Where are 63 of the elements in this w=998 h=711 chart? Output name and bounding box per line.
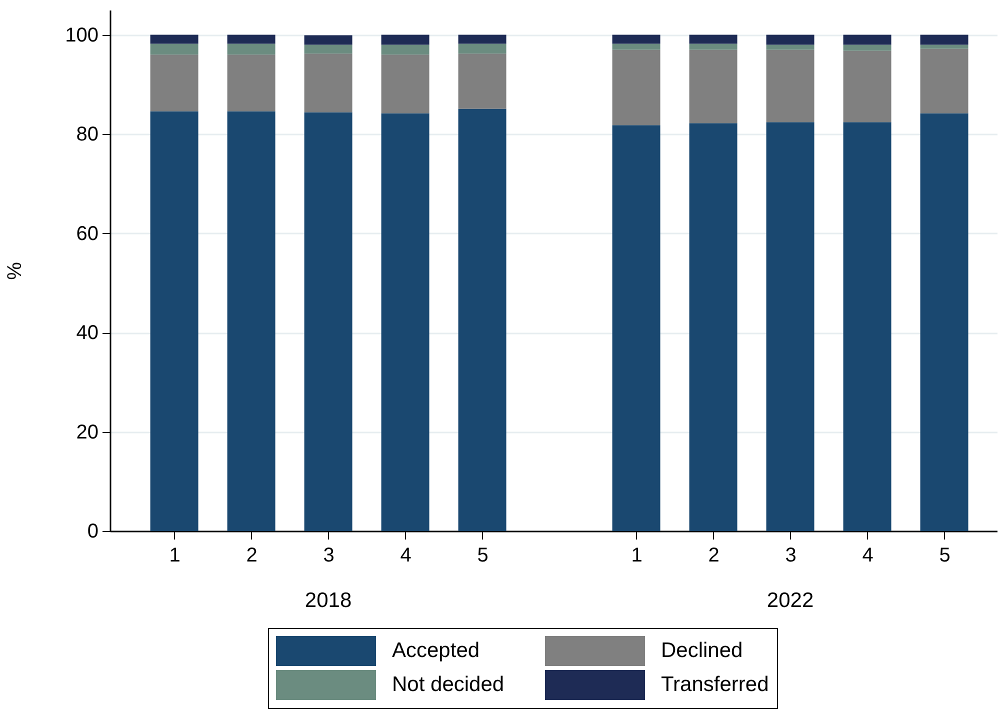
bar xyxy=(689,34,738,44)
bar xyxy=(304,35,352,45)
bar xyxy=(612,125,660,531)
bar xyxy=(458,108,506,531)
bar xyxy=(150,44,198,55)
x-tick-label: 3 xyxy=(323,544,334,566)
x-tick-label: 1 xyxy=(631,544,642,566)
x-tick-label: 2 xyxy=(246,544,258,566)
x-tick-label: 5 xyxy=(939,544,950,566)
bar xyxy=(843,122,892,531)
bar xyxy=(843,50,892,122)
bar xyxy=(766,44,814,50)
bar xyxy=(766,50,814,122)
bar xyxy=(689,123,738,531)
x-tick-label: 5 xyxy=(477,544,488,566)
x-tick-label: 1 xyxy=(169,544,180,566)
bar xyxy=(843,34,892,45)
bar xyxy=(381,54,430,114)
bar xyxy=(612,34,660,44)
legend-label: Transferred xyxy=(661,673,769,696)
bar xyxy=(458,54,506,109)
bar xyxy=(612,44,660,50)
bar xyxy=(458,34,506,44)
x-tick-label: 2 xyxy=(708,544,720,566)
bar xyxy=(612,50,660,126)
bar xyxy=(227,54,276,112)
y-tick-label: 80 xyxy=(76,124,98,146)
x-tick-label: 4 xyxy=(400,544,412,566)
bar xyxy=(304,54,352,112)
y-tick-label: 0 xyxy=(87,520,98,542)
y-tick-label: 40 xyxy=(76,322,98,344)
bar xyxy=(920,48,968,114)
bar xyxy=(920,34,968,45)
bar xyxy=(920,113,968,531)
y-tick-label: 20 xyxy=(76,421,98,444)
legend-label: Accepted xyxy=(392,639,480,662)
text: 2018 xyxy=(304,589,352,612)
bar xyxy=(304,112,352,531)
bar xyxy=(150,54,198,112)
legend-label: Not decided xyxy=(392,673,504,696)
x-tick-label: 3 xyxy=(785,544,796,566)
bar xyxy=(689,44,738,50)
bar xyxy=(766,122,814,531)
y-tick-label: 100 xyxy=(65,24,98,46)
bar xyxy=(381,34,430,45)
bar xyxy=(304,44,352,54)
bar xyxy=(227,34,276,44)
bar xyxy=(227,111,276,531)
bar xyxy=(150,111,198,531)
text: 2022 xyxy=(766,589,814,612)
y-axis-title: % xyxy=(4,262,26,280)
bar xyxy=(381,113,430,531)
bar xyxy=(920,44,968,49)
x-tick-label: 4 xyxy=(862,544,874,566)
bar xyxy=(150,34,198,44)
bar xyxy=(843,44,892,51)
bar xyxy=(381,44,430,55)
bar xyxy=(766,34,814,45)
y-tick-label: 60 xyxy=(76,222,98,245)
bar xyxy=(227,44,276,55)
bar xyxy=(458,44,506,54)
bar xyxy=(689,50,738,124)
legend-label: Declined xyxy=(661,639,743,662)
